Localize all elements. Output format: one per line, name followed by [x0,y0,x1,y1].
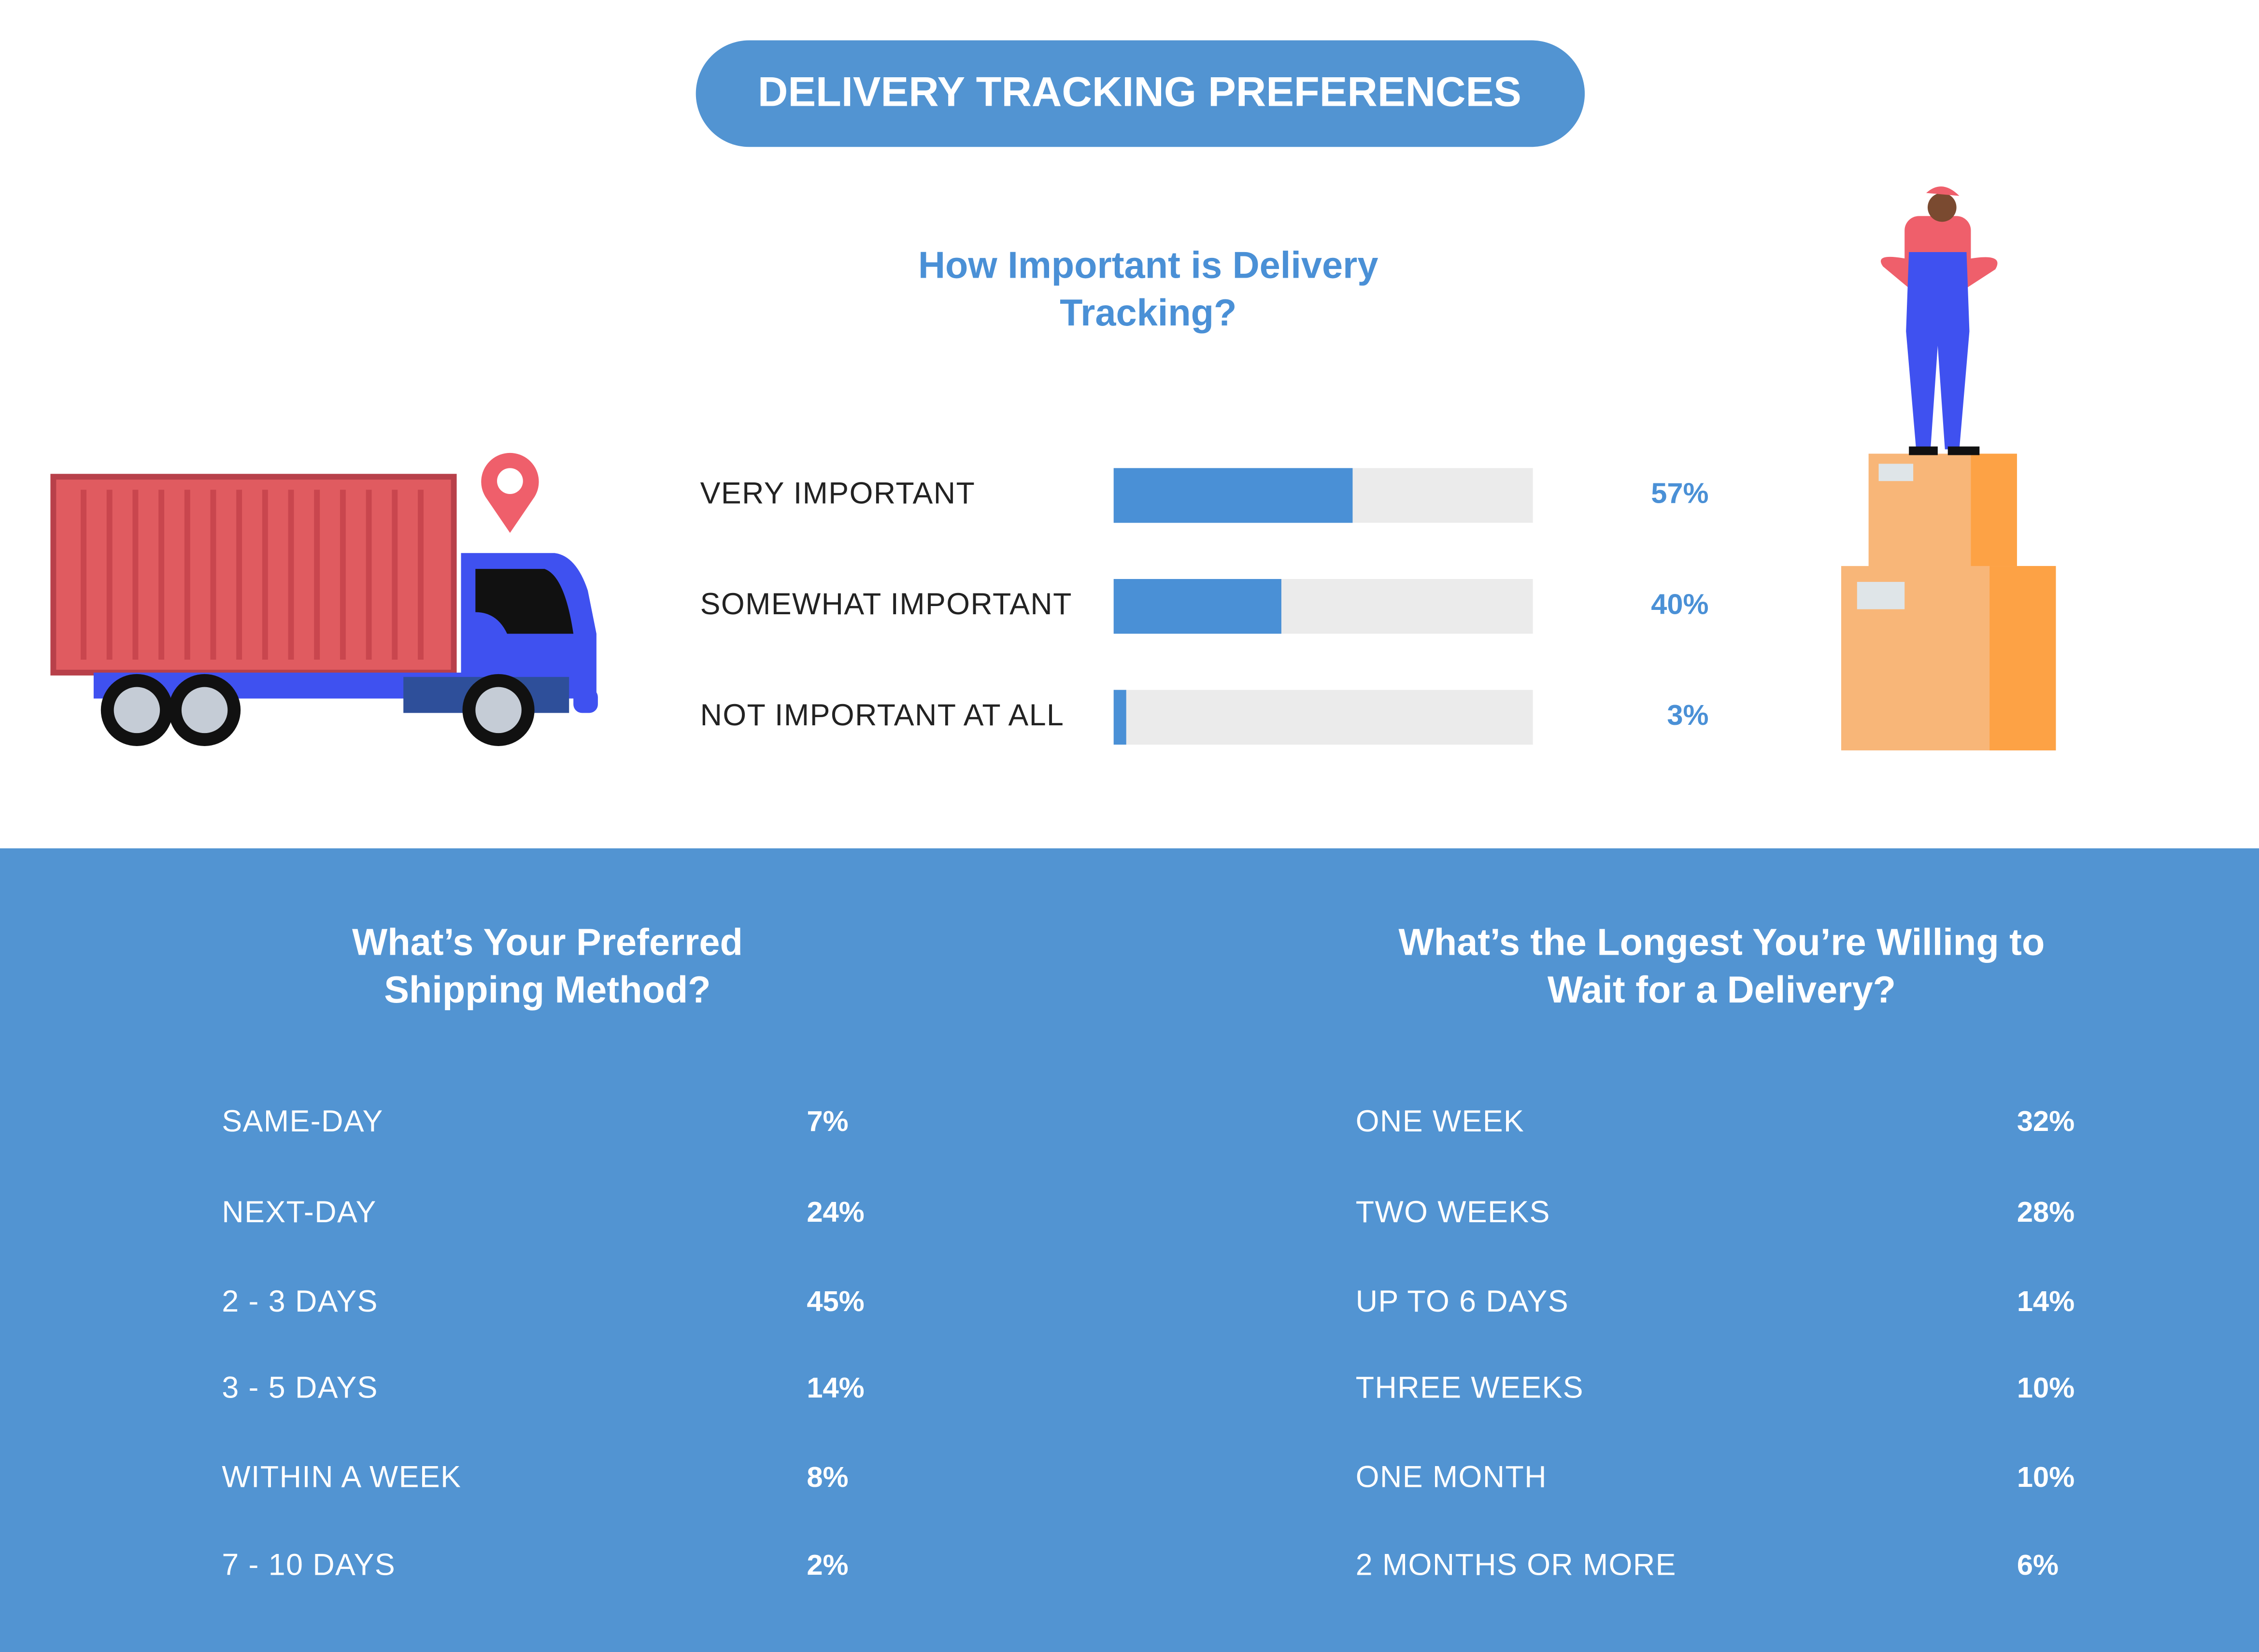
bottom-panel [0,848,2259,1652]
row-label: TWO WEEKS [1356,1195,1550,1229]
row-label: WITHIN A WEEK [222,1460,461,1494]
section-title: What’s Your Preferred Shipping Method? [352,920,743,1011]
row-label: SAME-DAY [222,1104,383,1138]
row-value: 6% [2017,1549,2059,1581]
row-value: 10% [2017,1371,2074,1404]
value-label: 3% [1667,699,1708,731]
chart-title: How Important is Delivery Tracking? [918,243,1378,334]
row-value: 45% [807,1285,864,1317]
row-label: UP TO 6 DAYS [1356,1285,1569,1318]
row-value: 32% [2017,1105,2074,1137]
row-label: ONE WEEK [1356,1104,1524,1138]
title-pill [696,40,1585,147]
truck-illustration [50,452,598,746]
row-value: 8% [807,1461,848,1493]
row-value: 28% [2017,1196,2074,1228]
row-label: 3 - 5 DAYS [222,1371,378,1405]
row-label: THREE WEEKS [1356,1371,1584,1405]
bar [1113,579,1281,634]
value-label: 40% [1651,588,1708,620]
category-label: SOMEWHAT IMPORTANT [700,587,1072,621]
value-label: 57% [1651,477,1708,509]
row-value: 7% [807,1105,848,1137]
row-value: 2% [807,1549,848,1581]
row-value: 24% [807,1196,864,1228]
row-label: 2 - 3 DAYS [222,1285,378,1318]
bar [1113,690,1126,745]
row-value: 14% [807,1371,864,1404]
row-value: 10% [2017,1461,2074,1493]
bar-track [1113,690,1533,745]
bar [1113,468,1353,523]
category-label: NOT IMPORTANT AT ALL [700,698,1065,732]
row-value: 14% [2017,1285,2074,1317]
row-label: NEXT-DAY [222,1195,376,1229]
page-title: DELIVERY TRACKING PREFERENCES [758,69,1521,115]
section-title: What’s the Longest You’re Willing to Wai… [1398,920,2045,1011]
row-label: 7 - 10 DAYS [222,1548,396,1582]
row-label: ONE MONTH [1356,1460,1547,1494]
category-label: VERY IMPORTANT [700,477,976,510]
row-label: 2 MONTHS OR MORE [1356,1548,1676,1582]
worker-illustration [1841,186,2056,750]
